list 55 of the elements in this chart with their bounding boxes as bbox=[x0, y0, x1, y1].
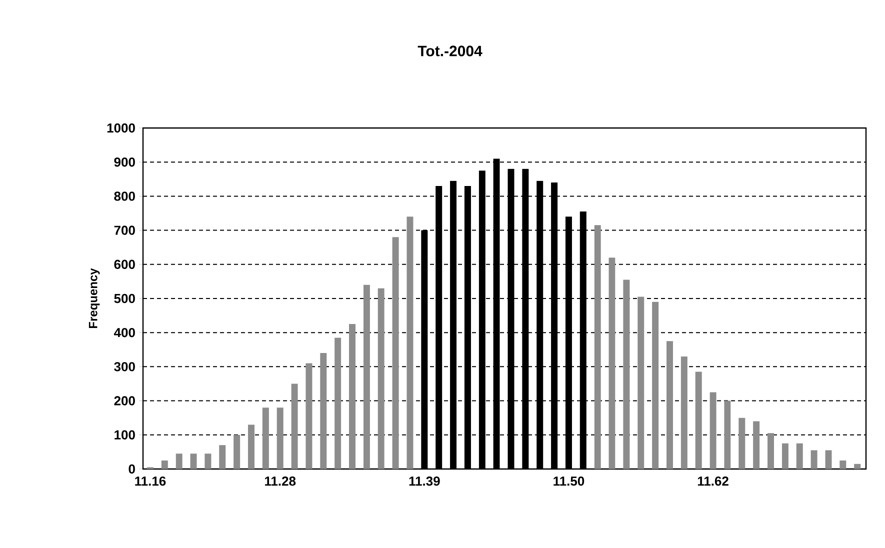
bar bbox=[306, 363, 312, 469]
x-tick-label: 11.62 bbox=[698, 476, 728, 486]
bar bbox=[840, 460, 846, 469]
bar bbox=[363, 284, 370, 469]
y-tick-label: 200 bbox=[114, 396, 135, 406]
y-tick-label: 1000 bbox=[107, 123, 135, 133]
x-tick-label: 11.16 bbox=[135, 476, 166, 486]
x-tick-label: 11.28 bbox=[265, 476, 296, 486]
bar bbox=[695, 372, 702, 469]
bar bbox=[768, 433, 774, 469]
bar bbox=[320, 353, 327, 469]
bar bbox=[262, 408, 269, 469]
y-axis-title: Frequency bbox=[88, 268, 100, 328]
bar bbox=[666, 341, 673, 469]
bar bbox=[724, 400, 731, 469]
bar bbox=[204, 454, 212, 469]
bar bbox=[234, 434, 240, 469]
y-tick-label: 600 bbox=[114, 260, 135, 269]
chart-title: Tot.-2004 bbox=[418, 46, 482, 56]
bar bbox=[219, 445, 226, 469]
bar bbox=[854, 464, 861, 469]
bar bbox=[276, 408, 284, 469]
y-tick-label: 0 bbox=[128, 464, 135, 474]
y-tick-label: 500 bbox=[114, 294, 135, 304]
bar bbox=[378, 288, 384, 469]
x-tick-label: 11.50 bbox=[554, 476, 584, 486]
x-tick-label: 11.39 bbox=[409, 476, 440, 486]
bar bbox=[652, 302, 659, 469]
bar bbox=[796, 443, 803, 469]
bar bbox=[753, 421, 760, 469]
bar bbox=[349, 324, 356, 469]
bar bbox=[680, 356, 688, 469]
bar bbox=[810, 450, 818, 469]
bar bbox=[176, 454, 182, 469]
bar bbox=[161, 460, 168, 469]
bar bbox=[334, 338, 342, 469]
bar bbox=[608, 258, 616, 469]
bar bbox=[594, 225, 601, 469]
bar bbox=[406, 216, 414, 469]
y-tick-label: 700 bbox=[114, 226, 135, 235]
bar bbox=[638, 296, 644, 469]
bar bbox=[738, 418, 746, 469]
y-tick-label: 800 bbox=[114, 192, 135, 201]
bar bbox=[291, 384, 298, 469]
bar bbox=[623, 280, 630, 469]
bar bbox=[392, 237, 399, 469]
y-tick-label: 100 bbox=[114, 430, 135, 440]
y-tick-label: 300 bbox=[114, 362, 135, 372]
bar bbox=[190, 454, 197, 469]
bar bbox=[710, 392, 716, 469]
bar bbox=[782, 443, 788, 469]
bar bbox=[248, 424, 254, 469]
bar bbox=[825, 450, 832, 469]
y-tick-label: 900 bbox=[114, 157, 135, 167]
y-tick-label: 400 bbox=[114, 328, 135, 338]
